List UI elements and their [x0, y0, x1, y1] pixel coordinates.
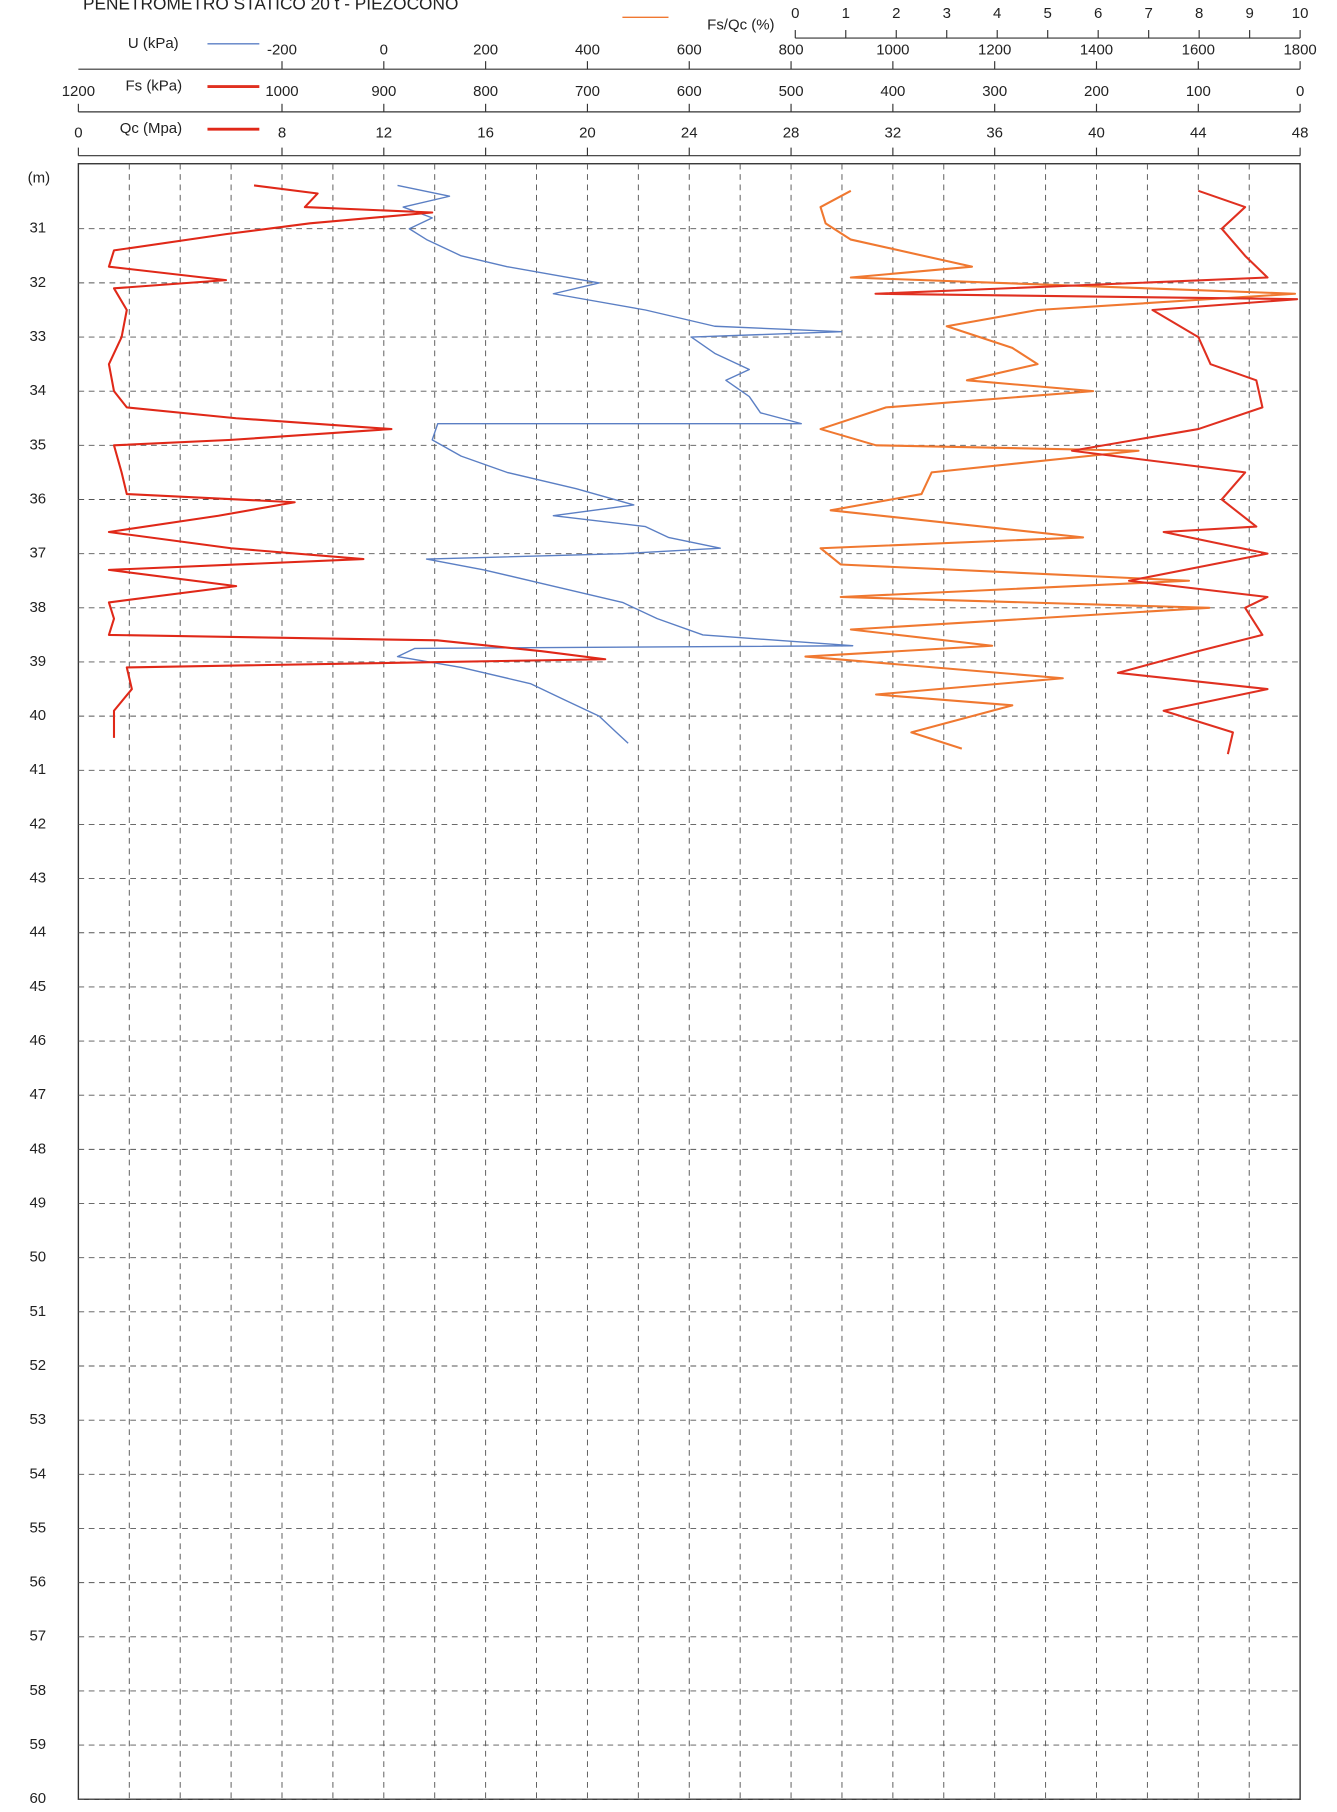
x-tick-label: 1600 [1182, 42, 1215, 59]
x-tick-label: 200 [473, 42, 498, 59]
y-tick-label: 43 [29, 870, 46, 887]
x-tick-label: 200 [1084, 83, 1109, 100]
x-tick-label: 400 [575, 42, 600, 59]
x-tick-label: 1200 [978, 42, 1011, 59]
x-tick-label: 40 [1088, 125, 1105, 142]
y-tick-label: 37 [29, 545, 46, 562]
x-tick-label: 8 [278, 125, 286, 142]
legend-label: Fs/Qc (%) [707, 16, 774, 33]
x-tick-label: 800 [779, 42, 804, 59]
y-tick-label: 42 [29, 815, 46, 832]
x-tick-label: 6 [1094, 5, 1102, 22]
x-tick-label: 48 [1292, 125, 1309, 142]
y-tick-label: 59 [29, 1736, 46, 1753]
x-tick-label: 5 [1044, 5, 1052, 22]
x-tick-label: 28 [783, 125, 800, 142]
y-tick-label: 35 [29, 436, 46, 453]
x-tick-label: 16 [477, 125, 494, 142]
x-tick-label: 8 [1195, 5, 1203, 22]
y-tick-label: 39 [29, 653, 46, 670]
x-tick-label: 500 [779, 83, 804, 100]
series-line [874, 189, 1299, 755]
y-tick-label: 34 [29, 382, 46, 399]
y-tick-label: 50 [29, 1249, 46, 1266]
x-tick-label: 2 [892, 5, 900, 22]
y-tick-label: 40 [29, 707, 46, 724]
x-tick-label: 0 [1296, 83, 1304, 100]
x-tick-label: 600 [677, 83, 702, 100]
y-tick-label: 47 [29, 1086, 46, 1103]
y-tick-label: 58 [29, 1682, 46, 1699]
x-tick-label: 20 [579, 125, 596, 142]
y-tick-label: 33 [29, 328, 46, 345]
y-tick-label: 49 [29, 1194, 46, 1211]
x-tick-label: 44 [1190, 125, 1207, 142]
x-tick-label: 900 [371, 83, 396, 100]
series-line [107, 184, 607, 738]
x-tick-label: 24 [681, 125, 698, 142]
y-tick-label: 55 [29, 1519, 46, 1536]
y-tick-label: 60 [29, 1790, 46, 1807]
x-tick-label: 4 [993, 5, 1001, 22]
y-tick-label: 48 [29, 1140, 46, 1157]
legend-label: Qc (Mpa) [120, 120, 182, 137]
x-tick-label: 1 [842, 5, 850, 22]
x-tick-label: 1800 [1283, 42, 1316, 59]
x-tick-label: 1000 [265, 83, 298, 100]
y-tick-label: 41 [29, 761, 46, 778]
x-tick-label: 100 [1186, 83, 1211, 100]
x-tick-label: 300 [982, 83, 1007, 100]
x-tick-label: 12 [375, 125, 392, 142]
x-tick-label: 36 [986, 125, 1003, 142]
y-tick-label: 38 [29, 599, 46, 616]
y-tick-label: 53 [29, 1411, 46, 1428]
y-tick-label: 52 [29, 1357, 46, 1374]
x-tick-label: -200 [267, 42, 297, 59]
legend-label: U (kPa) [128, 35, 179, 52]
y-tick-label: 56 [29, 1574, 46, 1591]
x-tick-label: 700 [575, 83, 600, 100]
x-tick-label: 800 [473, 83, 498, 100]
y-tick-label: 51 [29, 1303, 46, 1320]
y-tick-label: 57 [29, 1628, 46, 1645]
x-tick-label: 0 [380, 42, 388, 59]
y-tick-label: 36 [29, 490, 46, 507]
x-tick-label: 1200 [62, 83, 95, 100]
x-tick-label: 9 [1245, 5, 1253, 22]
x-tick-label: 400 [880, 83, 905, 100]
y-tick-label: 45 [29, 978, 46, 995]
y-tick-label: 46 [29, 1032, 46, 1049]
x-tick-label: 1000 [876, 42, 909, 59]
chart-title: PENETROMETRO STATICO 20 t - PIEZOCONO [83, 0, 458, 13]
x-tick-label: 1400 [1080, 42, 1113, 59]
x-tick-label: 32 [885, 125, 902, 142]
x-tick-label: 3 [943, 5, 951, 22]
x-tick-label: 0 [74, 125, 82, 142]
y-axis-label: (m) [28, 170, 50, 187]
y-tick-label: 31 [29, 220, 46, 237]
series-line [396, 184, 854, 744]
y-tick-label: 44 [29, 924, 46, 941]
x-tick-label: 600 [677, 42, 702, 59]
x-tick-label: 10 [1292, 5, 1309, 22]
y-tick-label: 54 [29, 1465, 46, 1482]
legend-label: Fs (kPa) [126, 77, 183, 94]
x-tick-label: 0 [791, 5, 799, 22]
y-tick-label: 32 [29, 274, 46, 291]
x-tick-label: 7 [1145, 5, 1153, 22]
